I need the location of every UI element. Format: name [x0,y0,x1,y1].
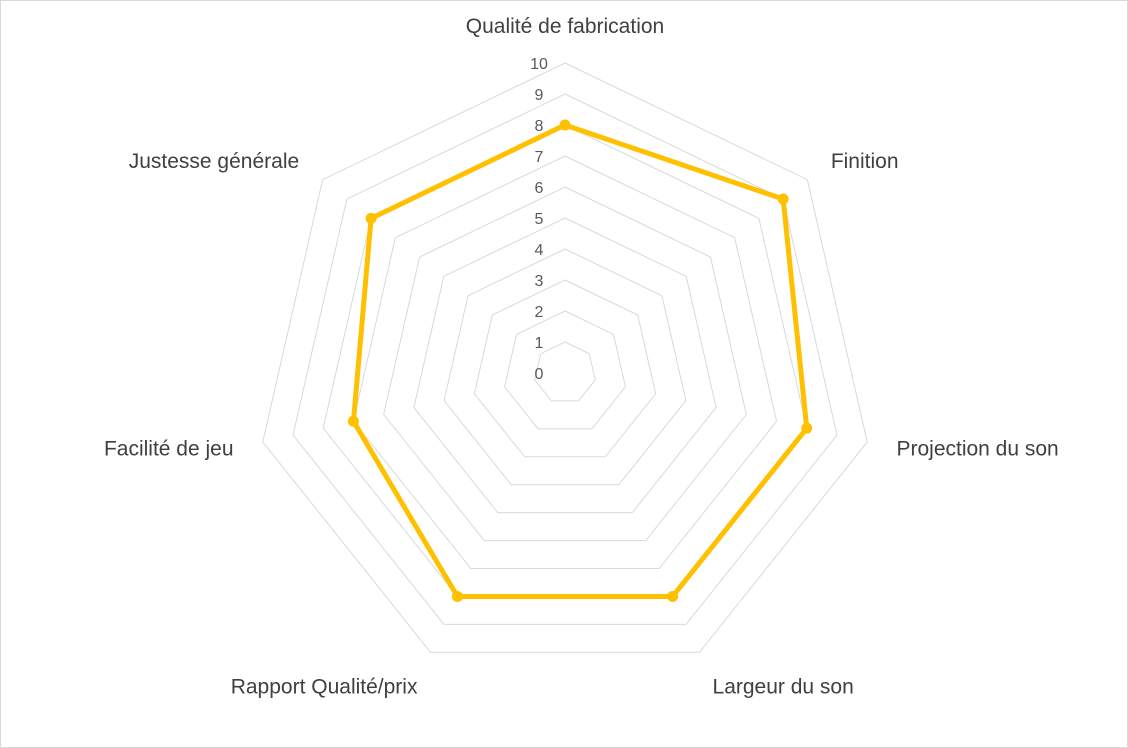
radar-grid [262,62,868,653]
tick-label: 6 [535,180,544,197]
tick-label: 4 [535,242,544,259]
category-label: Justesse générale [129,150,299,173]
tick-label: 7 [535,149,544,166]
grid-ring-5 [413,217,717,514]
grid-ring-3 [473,279,657,458]
grid-ring-4 [443,248,687,486]
data-point [347,415,359,427]
data-point [801,422,813,434]
grid-ring-2 [504,310,626,430]
data-point [365,212,377,224]
grid-ring-7 [352,155,778,570]
grid-ring-9 [292,93,838,625]
category-label: Rapport Qualité/prix [231,675,418,698]
tick-label: 2 [535,304,544,321]
tick-label: 3 [535,273,544,290]
tick-label: 8 [535,118,544,135]
data-point [451,590,463,602]
tick-label: 0 [535,366,544,383]
category-label: Projection du son [896,438,1058,461]
series-line [350,122,810,599]
grid-ring-1 [534,341,596,402]
radial-axis-tick-labels: 0 1 2 3 4 5 6 7 8 9 10 [530,56,548,383]
tick-label: 1 [535,335,544,352]
grid-ring-6 [383,186,747,542]
radar-series [347,119,813,602]
category-label: Largeur du son [713,675,854,698]
category-labels: Qualité de fabrication Finition Projection… [104,15,1059,698]
tick-label: 5 [535,211,544,228]
tick-label: 10 [530,56,548,73]
category-label: Qualité de fabrication [466,15,664,38]
category-label: Finition [831,150,899,173]
data-point [559,119,571,131]
tick-label: 9 [535,87,544,104]
data-point [777,193,789,205]
grid-ring-10 [262,62,868,653]
data-point [667,590,679,602]
category-label: Facilité de jeu [104,438,234,461]
